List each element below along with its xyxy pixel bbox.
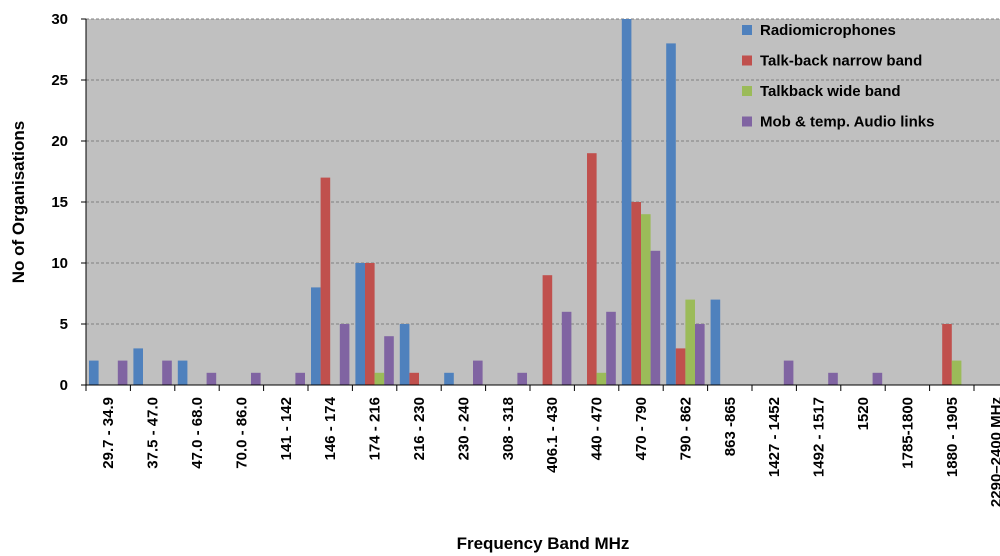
x-tick-label: 141 - 142 — [278, 397, 295, 460]
x-tick-label: 470 - 790 — [633, 397, 650, 460]
bar — [631, 202, 641, 385]
bar — [675, 348, 686, 385]
legend: Radiomicrophones Talk-back narrow band Tal… — [742, 22, 934, 131]
legend-label: Mob & temp. Audio links — [760, 114, 934, 131]
y-tick-label: 20 — [51, 133, 68, 150]
bar — [409, 372, 419, 385]
x-tick-label: 216 - 230 — [411, 397, 428, 460]
bar — [710, 299, 721, 385]
legend-swatch — [742, 86, 752, 96]
x-tick-label: 790 - 862 — [677, 397, 694, 460]
bar — [355, 263, 365, 385]
bar — [783, 360, 794, 385]
x-tick-label: 230 - 240 — [455, 397, 472, 460]
bars — [89, 19, 962, 386]
bar — [641, 214, 651, 385]
bar — [399, 324, 410, 385]
x-tick-label: 174 - 216 — [367, 397, 384, 460]
bar — [320, 177, 331, 385]
x-axis-title: Frequency Band MHz — [457, 534, 630, 553]
bar — [587, 153, 597, 385]
bar — [561, 311, 572, 385]
bar — [695, 324, 705, 385]
bar — [384, 336, 394, 385]
y-tick-label: 5 — [60, 316, 68, 333]
bar — [685, 299, 695, 385]
bar — [666, 43, 676, 386]
bar — [621, 19, 632, 385]
bar — [117, 360, 128, 385]
legend-label: Talk-back narrow band — [760, 53, 922, 70]
bar — [374, 372, 385, 385]
legend-label: Radiomicrophones — [760, 22, 896, 39]
legend-swatch — [742, 25, 752, 35]
x-tick-label: 37.5 - 47.0 — [145, 397, 162, 469]
x-tick-label: 70.0 - 86.0 — [233, 397, 250, 469]
x-tick-label: 1785-1800 — [899, 397, 916, 469]
x-tick-label: 406.1 - 430 — [544, 397, 561, 473]
bar — [828, 372, 838, 385]
y-tick-label: 15 — [51, 194, 68, 211]
y-tick-label: 10 — [51, 255, 68, 272]
bar — [89, 360, 99, 385]
bar — [177, 360, 188, 385]
y-tick-label: 0 — [60, 377, 68, 394]
bar — [133, 348, 143, 385]
bar — [473, 360, 483, 385]
bar — [542, 275, 553, 385]
bar — [339, 324, 350, 385]
bar — [206, 372, 217, 385]
axes — [81, 18, 1000, 391]
bar — [951, 360, 962, 385]
grid-lines — [86, 18, 1000, 325]
legend-label: Talkback wide band — [760, 83, 901, 100]
bar — [444, 372, 454, 385]
x-tick-label: 2290–2400 MHz — [988, 397, 1000, 507]
bar — [942, 324, 952, 385]
x-tick-label: 863 -865 — [722, 397, 739, 456]
x-tick-label: 1880 - 1905 — [944, 397, 961, 477]
bar — [650, 250, 661, 385]
bar — [606, 311, 616, 385]
bar — [596, 372, 607, 385]
bar — [295, 372, 305, 385]
x-tick-label: 1492 - 1517 — [811, 397, 828, 477]
x-tick-label: 308 - 318 — [500, 397, 517, 460]
bar — [872, 372, 883, 385]
x-tick-labels: 29.7 - 34.9 37.5 - 47.0 47.0 - 68.0 70.0 - … — [100, 396, 1000, 507]
x-tick-label: 1520 — [855, 397, 872, 430]
y-tick-label: 25 — [51, 72, 68, 89]
y-tick-label: 30 — [51, 11, 68, 28]
legend-swatch — [742, 116, 752, 127]
bar — [365, 263, 375, 385]
x-tick-label: 440 - 470 — [589, 397, 606, 460]
y-tick-labels: 0 5 10 15 20 25 30 — [51, 11, 68, 394]
bar — [517, 372, 527, 385]
legend-swatch — [742, 55, 752, 66]
bar — [251, 372, 261, 385]
bar — [311, 287, 321, 385]
x-tick-label: 47.0 - 68.0 — [189, 397, 206, 469]
x-tick-label: 146 - 174 — [322, 396, 339, 460]
y-axis-title: No of Organisations — [9, 121, 28, 283]
x-tick-label: 1427 - 1452 — [766, 397, 783, 477]
bar — [162, 360, 172, 385]
x-tick-label: 29.7 - 34.9 — [100, 397, 117, 469]
